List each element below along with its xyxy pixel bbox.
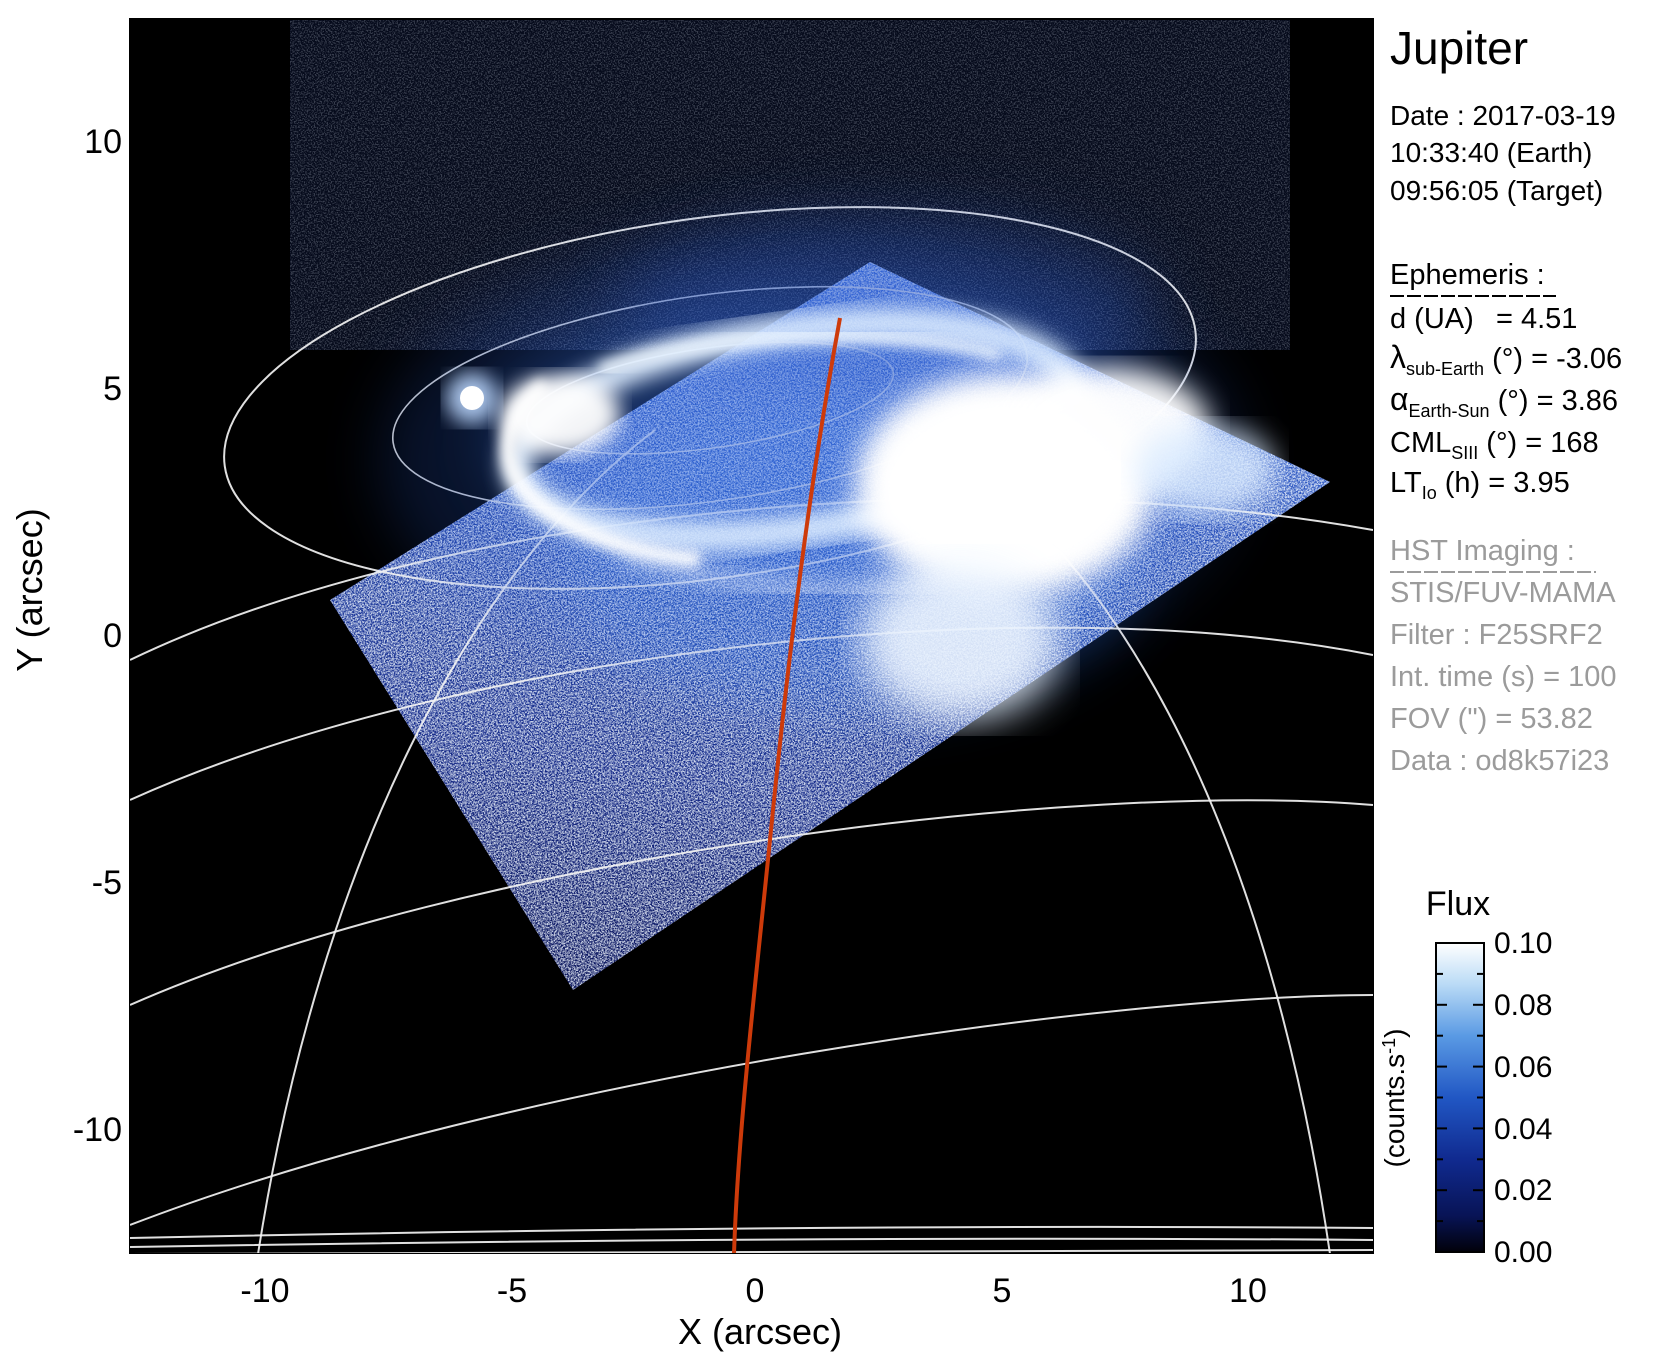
colorbar-gradient	[1435, 942, 1485, 1253]
colorbar-tick-label: 0.08	[1494, 989, 1552, 1022]
y-axis: 10 5 0 -5 -10 Y (arcsec)	[9, 123, 122, 1149]
aurora-arc-top	[598, 329, 1002, 376]
ephemeris-cml: CMLSIII (°) = 168	[1390, 427, 1599, 463]
cml-meridian-line	[732, 317, 842, 1253]
limb-gridline	[130, 1237, 1373, 1248]
x-tick-label: 0	[746, 1272, 765, 1310]
hst-heading: HST Imaging :	[1390, 535, 1575, 567]
colorbar-ticks	[1437, 942, 1483, 1253]
hst-data-id: Data : od8k57i23	[1390, 745, 1609, 777]
latitude-gridline	[130, 994, 1373, 1226]
x-tick-label: 5	[993, 1272, 1012, 1310]
info-panel: Jupiter Date : 2017-03-19 10:33:40 (Eart…	[1390, 22, 1622, 777]
colorbar-tick-label: 0.00	[1494, 1236, 1552, 1269]
x-axis-title: X (arcsec)	[678, 1311, 842, 1352]
footprint-dot	[460, 386, 484, 410]
ephemeris-alpha: αEarth-Sun (°) = 3.86	[1390, 381, 1618, 421]
colorbar: Flux 0.10 0.08 0.06 0.04 0.02 0.00 (coun…	[1379, 885, 1552, 1269]
ephemeris-lambda: λsub-Earth (°) = -3.06	[1390, 339, 1622, 379]
colorbar-tick-label: 0.06	[1494, 1051, 1552, 1084]
ephemeris-distance: d (UA) = 4.51	[1390, 303, 1577, 335]
aurora-left-blob	[500, 375, 620, 455]
y-tick-label: -5	[92, 864, 122, 902]
colorbar-title: Flux	[1426, 885, 1490, 923]
hst-filter: Filter : F25SRF2	[1390, 619, 1603, 651]
ephemeris-lt: LTIo (h) = 3.95	[1390, 467, 1570, 503]
x-tick-label: -10	[240, 1272, 289, 1310]
y-axis-title: Y (arcsec)	[9, 508, 50, 671]
time-earth-line: 10:33:40 (Earth)	[1390, 137, 1592, 168]
main-plot: 10 5 0 -5 -10 Y (arcsec) -10 -5 0 5 10 X…	[9, 18, 1374, 1352]
y-tick-label: 5	[103, 370, 122, 408]
hst-int-time: Int. time (s) = 100	[1390, 661, 1616, 693]
x-tick-label: -5	[497, 1272, 527, 1310]
x-axis: -10 -5 0 5 10 X (arcsec)	[240, 1272, 1266, 1352]
page-title: Jupiter	[1390, 22, 1528, 74]
aurora-extension	[860, 560, 1060, 720]
aurora-emission	[380, 210, 1275, 720]
hst-instrument: STIS/FUV-MAMA	[1390, 577, 1616, 609]
ephemeris-heading: Ephemeris :	[1390, 259, 1545, 291]
y-tick-label: -10	[73, 1111, 122, 1149]
colorbar-unit-label: (counts.s-1)	[1379, 1029, 1410, 1168]
y-tick-label: 10	[84, 123, 122, 161]
x-tick-label: 10	[1229, 1272, 1267, 1310]
colorbar-tick-label: 0.04	[1494, 1113, 1552, 1146]
aurora-bright-blob	[1135, 425, 1275, 515]
colorbar-tick-label: 0.10	[1494, 927, 1552, 960]
colorbar-tick-label: 0.02	[1494, 1174, 1552, 1207]
aurora-halo	[620, 210, 1160, 390]
time-target-line: 09:56:05 (Target)	[1390, 175, 1603, 206]
date-line: Date : 2017-03-19	[1390, 100, 1616, 131]
y-tick-label: 0	[103, 617, 122, 655]
limb-gridline	[130, 1225, 1373, 1239]
hst-fov: FOV (") = 53.82	[1390, 703, 1593, 735]
